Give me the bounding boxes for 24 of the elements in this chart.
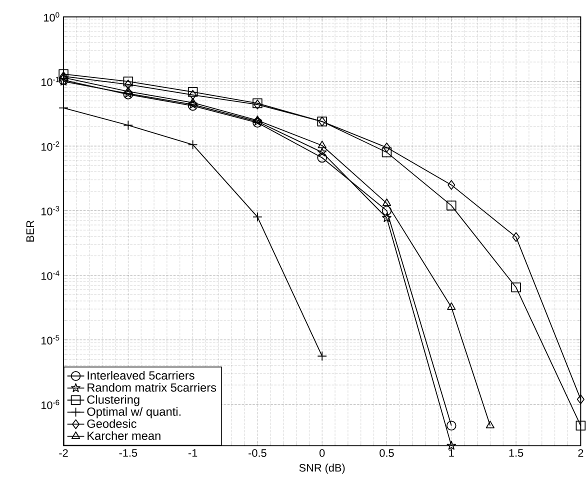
x-tick-label: 0 [320,449,325,457]
y-tick-label: 10$^{-1}$ [41,76,60,86]
x-tick-label: -0.5 [248,449,266,457]
x-tick-label: 1 [449,449,454,456]
legend-label: Karcher mean [88,431,160,440]
x-tick-label: -2 [59,449,68,457]
legend-label: Random matrix 5carriers [88,382,216,392]
y-tick-label: 10$^{0}$ [44,12,60,22]
legend-label: Optimal w/ quanti. [87,406,181,418]
y-tick-label: 10$^{-2}$ [41,141,60,151]
y-tick-label: 10$^{-6}$ [41,400,60,409]
x-tick-label: 2 [578,449,584,457]
legend-label: Geodesic [87,419,136,428]
y-tick-label: 10$^{-3}$ [41,206,60,216]
legend-label: Clustering [87,394,140,406]
x-tick-label: -1.5 [119,449,138,457]
x-tick-label: 0.5 [380,449,394,457]
x-axis-title: SNR (dB) [299,463,345,474]
y-axis-title: BER [26,220,34,242]
x-tick-label: 1.5 [509,449,524,457]
y-tick-label: 10$^{-4}$ [41,270,60,280]
legend-label: Interleaved 5carriers [88,370,194,380]
y-tick-label: 10$^{-5}$ [41,335,60,344]
x-tick-label: -1 [188,449,198,456]
